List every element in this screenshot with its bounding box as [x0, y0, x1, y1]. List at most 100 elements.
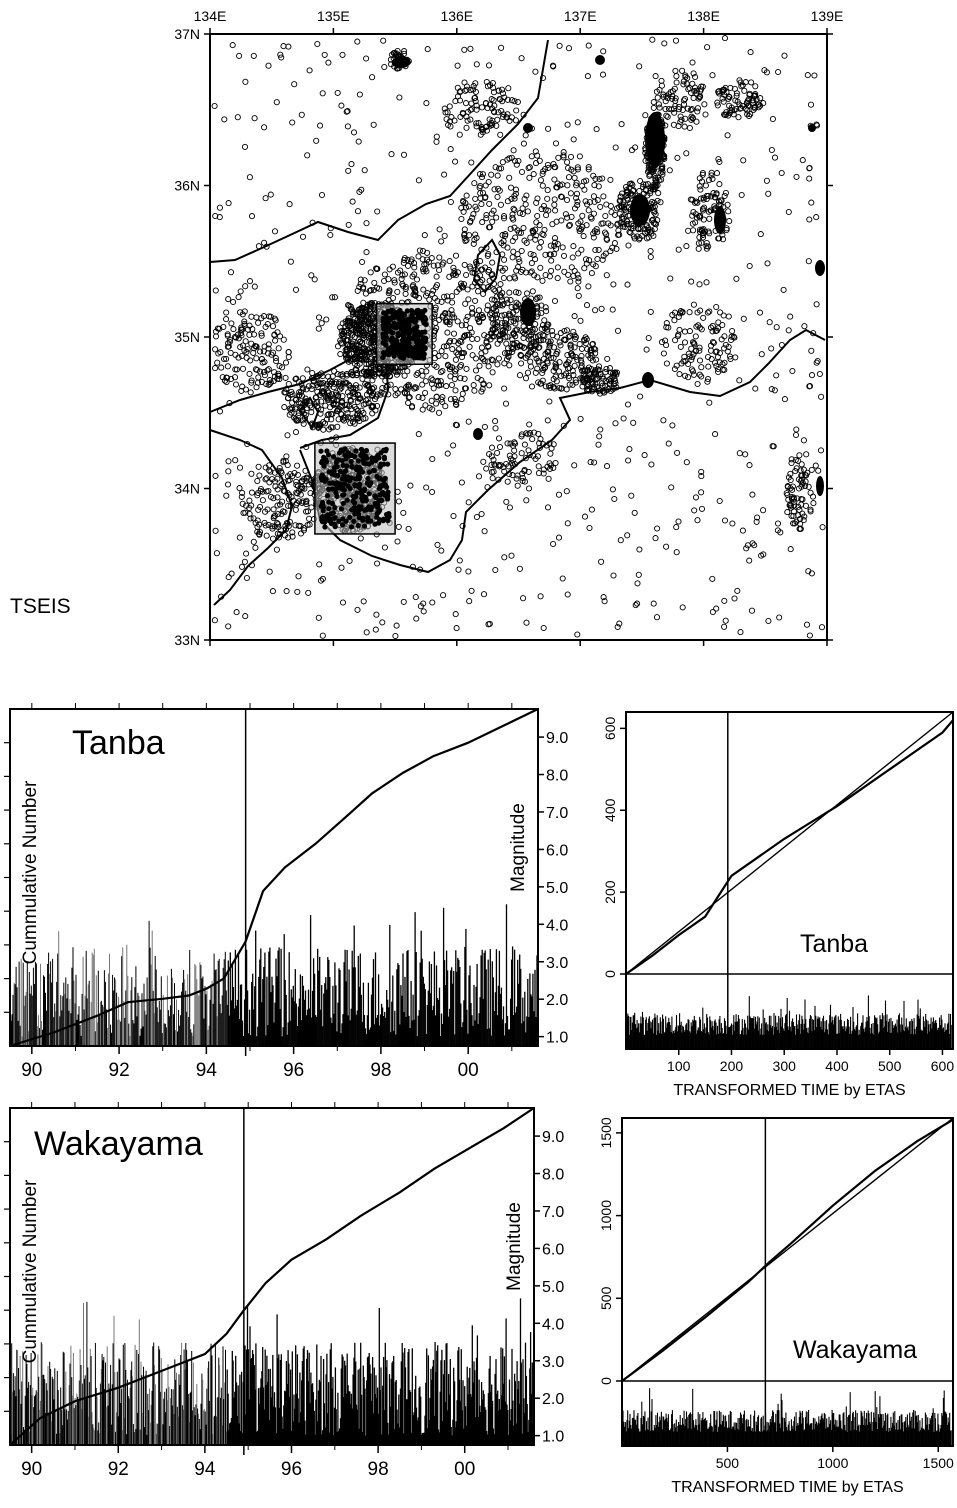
epicenter-dot: [430, 262, 437, 269]
epicenter-dot: [564, 182, 571, 189]
epicenter-dot: [654, 94, 661, 101]
epicenter-dot: [571, 362, 578, 369]
epicenter-dot: [470, 211, 477, 218]
epicenter-dot: [655, 190, 662, 197]
epicenter-dot: [243, 574, 250, 582]
epicenter-dot: [354, 287, 361, 294]
epicenter-dot: [389, 263, 396, 270]
epicenter-dot: [334, 464, 340, 470]
epicenter-dot: [470, 382, 477, 389]
epicenter-dot: [720, 98, 727, 105]
epicenter-dot: [748, 607, 756, 614]
epicenter-dot: [539, 322, 547, 329]
epicenter-dot: [807, 489, 814, 496]
epicenter-dot: [609, 486, 616, 493]
epicenter-dot: [363, 249, 370, 256]
epicenter-dot: [489, 475, 496, 482]
epicenter-dot: [547, 242, 554, 249]
epicenter-dot: [552, 207, 559, 214]
epicenter-dot: [524, 208, 531, 215]
epicenter-dot: [618, 190, 626, 197]
epicenter-dot: [360, 517, 366, 523]
epicenter-dot: [538, 310, 545, 317]
epicenter-dot: [713, 170, 721, 177]
epicenter-dot: [429, 488, 436, 496]
epicenter-dot: [376, 455, 382, 461]
epicenter-dot: [360, 401, 367, 408]
epicenter-dot: [389, 330, 395, 336]
epicenter-dot: [228, 570, 235, 577]
epicenter-dot: [526, 333, 533, 340]
epicenter-dot: [405, 525, 412, 532]
epicenter-dot: [650, 99, 657, 106]
epicenter-dot: [476, 319, 483, 326]
epicenter-dot: [811, 72, 818, 79]
epicenter-dot: [299, 404, 306, 411]
epicenter-dot: [360, 329, 367, 336]
epicenter-dot: [535, 359, 542, 366]
epicenter-dot: [562, 211, 569, 218]
epicenter-dot: [702, 111, 709, 118]
epicenter-dot: [546, 398, 553, 405]
epicenter-dot: [458, 396, 465, 403]
epicenter-dot: [534, 212, 541, 220]
epicenter-cluster: [394, 56, 410, 68]
epicenter-dot: [692, 333, 699, 340]
epicenter-dot: [321, 454, 327, 460]
epicenter-dot: [518, 247, 525, 255]
epicenter-dot: [255, 319, 262, 326]
epicenter-dot: [567, 153, 575, 160]
epicenter-dot: [440, 259, 447, 266]
epicenter-dot: [338, 384, 345, 391]
epicenter-dot: [569, 367, 576, 374]
epicenter-dot: [792, 431, 800, 439]
epicenter-dot: [319, 390, 326, 397]
epicenter-dot: [796, 506, 803, 513]
epicenter-dot: [482, 182, 489, 189]
epicenter-dot: [412, 594, 419, 601]
epicenter-dot: [768, 386, 775, 393]
epicenter-dot: [400, 598, 407, 605]
epicenter-dot: [284, 432, 291, 439]
epicenter-dot: [595, 441, 602, 448]
epicenter-dot: [315, 314, 323, 321]
epicenter-dot: [630, 419, 637, 426]
epicenter-dot: [318, 398, 325, 405]
epicenter-dot: [765, 617, 772, 625]
epicenter-dot: [350, 384, 357, 391]
epicenter-dot: [282, 359, 290, 366]
epicenter-dot: [442, 403, 449, 410]
epicenter-dot: [345, 221, 352, 228]
epicenter-dot: [438, 547, 445, 554]
epicenter-dot: [444, 450, 451, 457]
epicenter-dot: [447, 396, 454, 403]
epicenter-dot: [673, 73, 680, 80]
epicenter-dot: [565, 372, 572, 379]
epicenter-dot: [329, 500, 335, 506]
epicenter-dot: [624, 401, 632, 408]
epicenter-dot: [241, 558, 248, 565]
epicenter-dot: [510, 205, 517, 212]
epicenter-dot: [254, 477, 261, 485]
epicenter-dot: [454, 318, 461, 325]
epicenter-dot: [626, 446, 633, 453]
epicenter-dot: [558, 373, 565, 380]
epicenter-dot: [585, 42, 592, 49]
epicenter-dot: [465, 296, 472, 303]
epicenter-dot: [497, 131, 504, 138]
epicenter-dot: [590, 384, 598, 391]
epicenter-dot: [768, 146, 775, 154]
epicenter-dot: [494, 172, 501, 179]
epicenter-dot: [607, 176, 614, 183]
epicenter-dot: [319, 476, 325, 482]
epicenter-dot: [334, 393, 341, 400]
epicenter-dot: [523, 290, 531, 297]
epicenter-dot: [592, 307, 599, 314]
epicenter-dot: [532, 351, 539, 358]
epicenter-dot: [611, 495, 618, 503]
epicenter-dot: [488, 444, 496, 451]
epicenter-dot: [568, 350, 575, 357]
epicenter-dot: [616, 197, 623, 204]
epicenter-dot: [478, 510, 485, 518]
